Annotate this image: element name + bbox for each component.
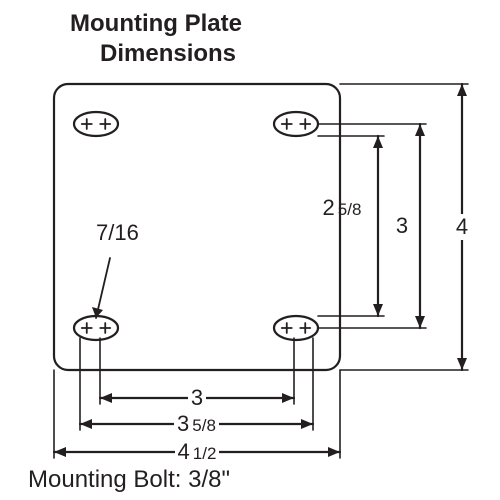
dimension-label: 3 (188, 385, 206, 411)
diagram-svg (0, 0, 500, 500)
dimension-label: 4 (453, 214, 471, 240)
dimension-label: 41/2 (175, 439, 220, 465)
dimension-label: 3 (393, 213, 411, 239)
dimension-label: 25/8 (320, 195, 365, 221)
dimension-label: 35/8 (174, 411, 219, 437)
hole-dia-label: 7/16 (96, 220, 139, 246)
